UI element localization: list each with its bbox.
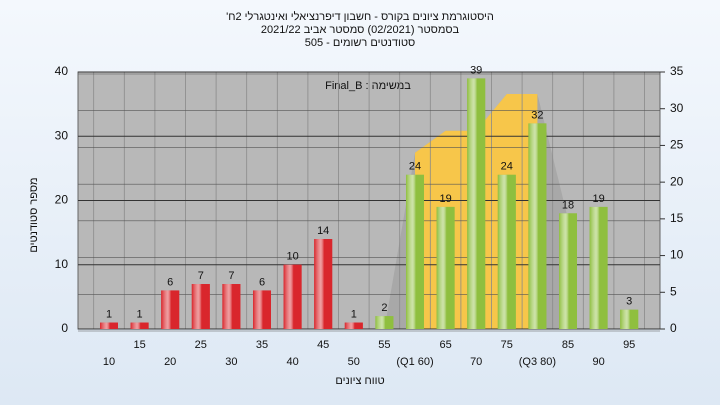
bar xyxy=(130,322,149,329)
value-label: 7 xyxy=(228,270,234,282)
bar xyxy=(314,239,333,329)
chart-title: 'היסטוגרמת ציונים בקורס - חשבון דיפרנציא… xyxy=(226,10,494,23)
bar xyxy=(589,206,608,329)
bar xyxy=(253,290,271,329)
y2-tick-label: 30 xyxy=(670,101,684,115)
y-tick-label: 10 xyxy=(55,257,69,271)
bar xyxy=(100,322,118,329)
x-axis-label: טווח ציונים xyxy=(335,375,384,387)
x-tick-label: 20 xyxy=(164,356,176,368)
value-label: 24 xyxy=(501,161,513,173)
chart-subtitle: בסמסטר (02/2021) סמסטר אביב 2021/22 xyxy=(261,24,460,36)
bar xyxy=(497,174,516,329)
y-tick-label: 30 xyxy=(55,128,69,142)
y2-tick-label: 0 xyxy=(670,321,677,335)
y-axis-label: מספר סטודנטים xyxy=(28,177,40,252)
bar xyxy=(191,284,210,329)
y2-tick-label: 15 xyxy=(670,211,684,225)
bar xyxy=(467,78,486,329)
x-tick-label: 85 xyxy=(562,339,574,351)
x-tick-label: 10 xyxy=(103,356,115,368)
x-tick-label: 25 xyxy=(195,339,207,351)
value-label: 1 xyxy=(351,308,357,320)
x-tick-label: 45 xyxy=(317,339,329,351)
x-tick-label: 65 xyxy=(439,339,451,351)
value-label: 1 xyxy=(137,308,143,320)
bar xyxy=(161,290,180,329)
bar xyxy=(283,264,302,329)
x-tick-label: 95 xyxy=(623,339,635,351)
x-tick-label: (Q3 80) xyxy=(519,356,556,368)
bar xyxy=(375,316,394,329)
x-tick-label: 35 xyxy=(256,339,268,351)
value-label: 18 xyxy=(562,199,574,211)
x-tick-label: 75 xyxy=(501,339,513,351)
value-label: 10 xyxy=(286,251,298,263)
y2-tick-label: 35 xyxy=(670,64,684,78)
x-tick-label: 55 xyxy=(378,339,390,351)
y2-tick-label: 5 xyxy=(670,284,677,298)
value-label: 6 xyxy=(167,276,173,288)
value-label: 32 xyxy=(531,109,543,121)
x-tick-label: 40 xyxy=(286,356,298,368)
y2-tick-label: 20 xyxy=(670,174,684,188)
bar xyxy=(436,206,455,329)
value-label: 7 xyxy=(198,270,204,282)
bar xyxy=(528,123,547,330)
annotation: Final_B : במשימה xyxy=(325,80,411,92)
y-tick-label: 0 xyxy=(61,321,68,335)
value-label: 24 xyxy=(409,161,421,173)
y2-tick-label: 10 xyxy=(670,248,684,262)
bar xyxy=(620,309,639,329)
value-label: 1 xyxy=(106,308,112,320)
chart-subtitle: סטודנטים רשומים - 505 xyxy=(305,37,416,49)
y2-tick-label: 25 xyxy=(670,138,684,152)
value-label: 2 xyxy=(381,302,387,314)
value-label: 6 xyxy=(259,276,265,288)
x-tick-label: 30 xyxy=(225,356,237,368)
value-label: 19 xyxy=(592,193,604,205)
value-label: 39 xyxy=(470,64,482,76)
x-tick-label: (Q1 60) xyxy=(396,356,433,368)
x-tick-label: 50 xyxy=(348,356,360,368)
bar xyxy=(406,174,424,329)
x-tick-label: 15 xyxy=(133,339,145,351)
bar xyxy=(344,322,363,329)
y-tick-label: 40 xyxy=(55,64,69,78)
x-tick-label: 70 xyxy=(470,356,482,368)
value-label: 14 xyxy=(317,225,329,237)
value-label: 19 xyxy=(439,193,451,205)
value-label: 3 xyxy=(626,296,632,308)
x-tick-label: 90 xyxy=(592,356,604,368)
y-tick-label: 20 xyxy=(55,193,69,207)
bar xyxy=(559,213,577,329)
bar xyxy=(222,284,241,329)
